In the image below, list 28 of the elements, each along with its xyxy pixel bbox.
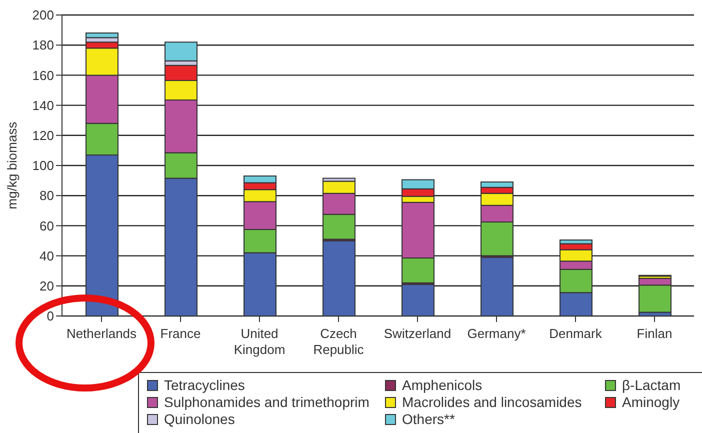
legend-label: Macrolides and lincosamides xyxy=(402,394,582,410)
x-tick-label: Czech Republic xyxy=(313,326,364,357)
legend-label: Tetracyclines xyxy=(164,377,245,393)
y-tick-label: 40 xyxy=(40,248,54,264)
x-tick-label: Germany* xyxy=(467,326,526,341)
y-tick-label: 0 xyxy=(46,308,54,324)
legend-label: Sulphonamides and trimethoprim xyxy=(164,394,370,410)
x-tick-label: Finlan xyxy=(636,326,672,341)
y-tick-label: 100 xyxy=(32,158,54,174)
x-tick-label: United Kingdom xyxy=(234,326,286,357)
x-tick-label: Switzerland xyxy=(384,326,452,341)
legend-label: Quinolones xyxy=(164,411,235,427)
y-tick-label: 120 xyxy=(32,128,54,144)
x-tick-label: Netherlands xyxy=(66,326,138,341)
legend-label: Others** xyxy=(402,411,455,427)
x-tick-label: France xyxy=(160,326,201,341)
y-tick-label: 80 xyxy=(40,188,54,204)
x-tick-label: Denmark xyxy=(549,326,602,341)
y-axis-title: mg/kg biomass xyxy=(4,121,20,210)
legend-label: β-Lactam xyxy=(622,377,681,393)
legend-label: Amphenicols xyxy=(402,377,482,393)
legend-label: Aminogly xyxy=(622,394,680,410)
y-tick-label: 160 xyxy=(32,68,54,83)
y-tick-label: 60 xyxy=(40,218,54,234)
y-tick-label: 200 xyxy=(32,8,54,23)
y-tick-label: 180 xyxy=(32,38,54,53)
y-tick-label: 20 xyxy=(40,278,54,294)
y-tick-label: 140 xyxy=(32,98,54,113)
